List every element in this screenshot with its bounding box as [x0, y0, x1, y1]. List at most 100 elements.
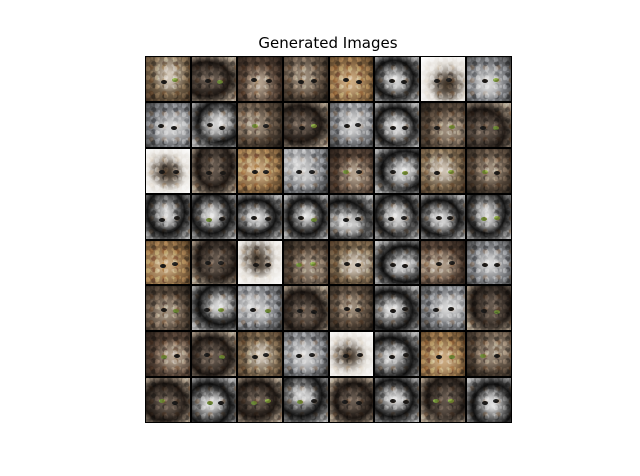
cat-face — [430, 116, 458, 141]
image-noise — [329, 57, 374, 101]
cat-eye — [481, 401, 488, 406]
cat-eye — [296, 308, 303, 313]
image-noise — [191, 332, 236, 377]
generated-image-tile — [421, 148, 466, 193]
cat-eye — [309, 170, 316, 175]
cat-eye — [403, 399, 410, 404]
cat-eye — [388, 217, 395, 222]
cat-eye — [297, 399, 304, 404]
generated-image-tile — [191, 332, 236, 377]
cat-face — [200, 206, 225, 229]
image-noise — [375, 102, 420, 147]
cat-eye — [298, 125, 305, 130]
image-noise — [375, 240, 420, 285]
generated-image-tile — [467, 102, 511, 147]
cat-eye — [493, 77, 500, 82]
cat-eye — [494, 170, 501, 175]
generated-image-tile — [146, 194, 190, 239]
generated-image-tile — [375, 57, 420, 101]
generated-image-tile — [421, 194, 466, 239]
cat-face — [429, 72, 464, 101]
cat-face — [156, 69, 181, 92]
cat-eye — [493, 126, 500, 131]
cat-face — [157, 252, 182, 275]
cat-eye — [295, 169, 302, 174]
cat-eye — [206, 123, 213, 128]
cat-eye — [447, 169, 454, 174]
cat-eye — [309, 262, 316, 267]
cat-eye — [206, 400, 213, 405]
cat-eye — [356, 400, 363, 405]
cat-eye — [298, 80, 305, 85]
cat-face — [153, 117, 181, 142]
cat-face — [435, 162, 459, 183]
cat-eye — [159, 263, 166, 268]
cat-eye — [204, 261, 211, 266]
cat-eye — [447, 307, 454, 312]
cat-face — [340, 297, 363, 319]
cat-eye — [252, 169, 259, 174]
cat-face — [430, 346, 462, 375]
image-noise — [237, 148, 282, 193]
cat-eye — [265, 398, 272, 403]
cat-face — [340, 347, 362, 367]
generated-image-tile — [421, 57, 466, 101]
cat-eye — [172, 78, 179, 83]
cat-eye — [158, 217, 165, 222]
cat-eye — [310, 398, 317, 403]
generated-image-tile — [146, 148, 190, 193]
generated-image-tile — [237, 286, 282, 331]
image-noise — [191, 378, 236, 422]
cat-eye — [433, 79, 440, 84]
generated-image-tile — [146, 240, 190, 285]
image-noise — [375, 57, 420, 101]
image-noise — [329, 194, 374, 239]
cat-face — [203, 391, 229, 414]
image-noise — [421, 148, 466, 193]
generated-image-tile — [329, 240, 374, 285]
cat-eye — [449, 125, 456, 130]
cat-eye — [173, 308, 180, 313]
cat-eye — [449, 261, 456, 266]
cat-eye — [172, 401, 179, 406]
generated-image-tile — [421, 286, 466, 331]
cat-face — [384, 297, 408, 318]
cat-eye — [171, 125, 178, 130]
generated-image-tile — [329, 148, 374, 193]
generated-image-tile — [329, 194, 374, 239]
generated-image-tile — [146, 102, 190, 147]
generated-image-tile — [329, 286, 374, 331]
image-noise — [421, 332, 466, 377]
cat-eye — [355, 79, 362, 84]
image-noise — [421, 286, 466, 331]
cat-face — [473, 72, 505, 101]
cat-eye — [433, 398, 440, 403]
image-noise — [467, 332, 511, 377]
cat-eye — [311, 78, 318, 83]
cat-eye — [342, 217, 349, 222]
generated-image-tile — [283, 148, 328, 193]
image-noise — [283, 378, 328, 422]
cat-eye — [390, 399, 397, 404]
image-noise — [237, 194, 282, 239]
cat-eye — [343, 77, 350, 82]
cat-face — [475, 301, 508, 330]
image-noise — [421, 102, 466, 147]
cat-eye — [296, 353, 303, 358]
cat-eye — [216, 80, 223, 85]
cat-eye — [264, 308, 271, 313]
image-noise — [146, 332, 190, 377]
generated-image-tile — [283, 286, 328, 331]
image-noise — [329, 286, 374, 331]
cat-eye — [481, 170, 488, 175]
cat-face — [204, 297, 228, 319]
image-noise — [237, 378, 282, 422]
cat-eye — [310, 309, 317, 314]
cat-eye — [295, 263, 302, 268]
cat-eye — [448, 398, 455, 403]
image-noise — [421, 57, 466, 101]
generated-image-tile — [191, 57, 236, 101]
cat-face — [426, 393, 462, 422]
generated-image-tile — [467, 194, 511, 239]
image-noise — [375, 332, 420, 377]
